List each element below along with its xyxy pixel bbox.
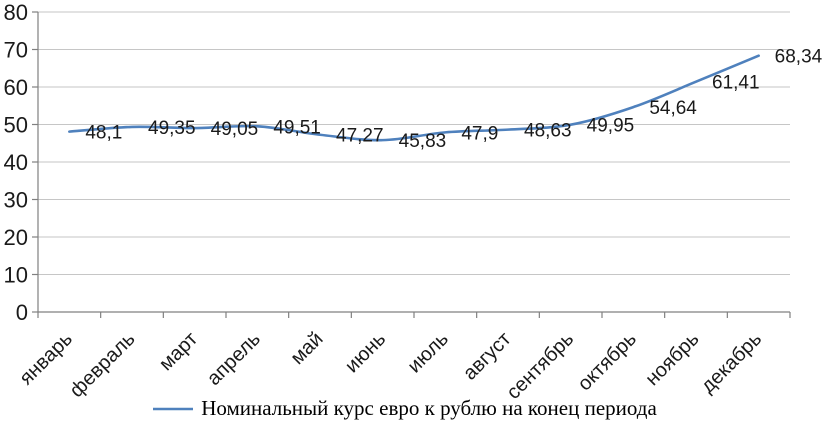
y-axis-label: 40 [4,150,28,175]
x-axis-label: май [286,328,327,369]
series-line [68,54,760,142]
x-axis-label: апрель [203,328,265,390]
x-axis-label: июнь [341,328,390,377]
data-label: 49,51 [273,117,321,138]
x-axis-label: сентябрь [502,328,578,398]
x-axis-label: октябрь [574,328,641,395]
data-label: 54,64 [649,98,697,119]
data-label: 47,9 [461,123,498,144]
y-axis-label: 20 [4,225,28,250]
x-axis-label: февраль [66,328,140,398]
x-axis-label: июль [403,328,452,377]
y-axis-label: 30 [4,188,28,213]
data-label: 48,1 [85,123,122,144]
x-axis-label: ноябрь [641,328,703,390]
x-axis-label: декабрь [697,328,766,397]
x-axis-label: январь [15,328,76,389]
data-label: 47,27 [336,126,384,147]
y-axis-label: 60 [4,75,28,100]
y-axis-label: 70 [4,38,28,63]
y-axis-label: 50 [4,113,28,138]
legend-line-marker [153,407,194,410]
data-label: 61,41 [712,73,760,94]
legend-label: Номинальный курс евро к рублю на конец п… [201,396,657,420]
data-label: 49,05 [211,119,259,140]
data-label: 49,35 [148,118,196,139]
data-label: 49,95 [587,116,635,137]
data-label: 48,63 [524,121,572,142]
data-label: 45,83 [399,131,447,152]
y-axis-label: 10 [4,263,28,288]
y-axis-label: 80 [4,0,28,25]
legend: Номинальный курс евро к рублю на конец п… [0,396,817,421]
x-axis-label: август [459,328,516,385]
data-label: 68,34 [775,47,823,68]
x-axis-label: март [155,328,202,375]
y-axis-label: 0 [16,300,28,325]
